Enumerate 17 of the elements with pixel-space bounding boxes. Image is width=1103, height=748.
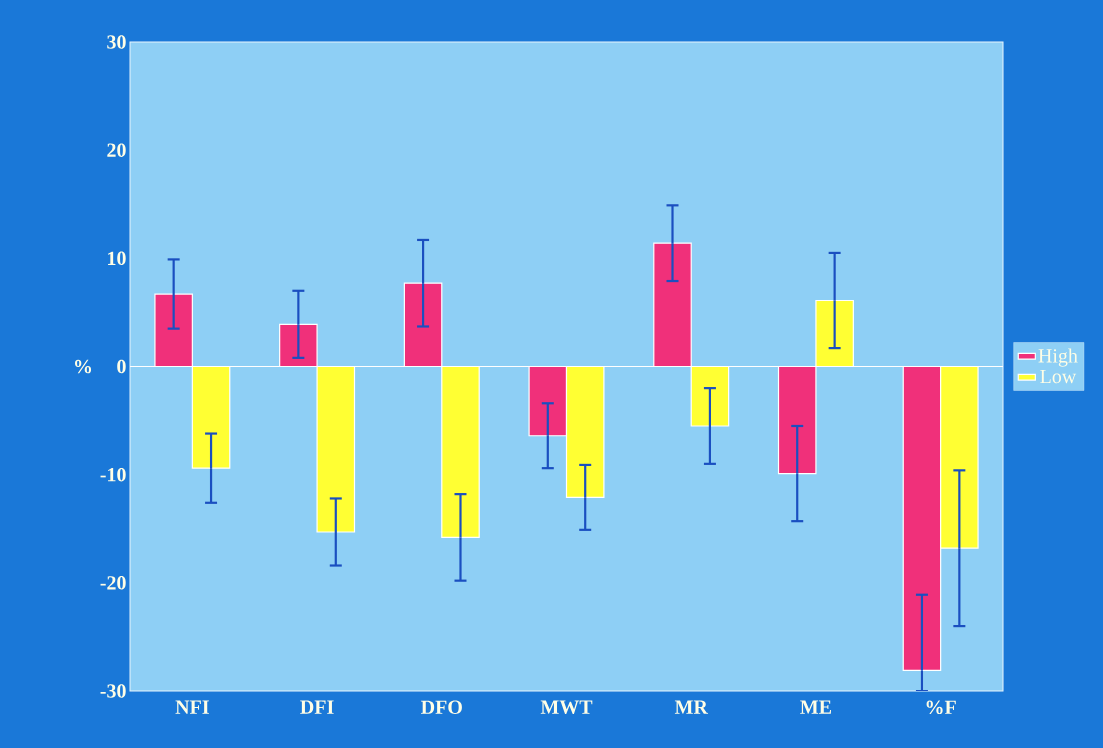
x-tick-label: DFO <box>421 700 462 714</box>
y-tick-label: 30 <box>107 35 126 49</box>
x-tick-label: MR <box>674 700 709 714</box>
y-tick-label: -10 <box>100 467 126 482</box>
x-tick-label: ME <box>800 700 832 714</box>
y-tick-label: -20 <box>100 576 126 590</box>
x-tick-label: DFI <box>300 700 334 714</box>
y-tick-label: 10 <box>108 251 126 266</box>
y-tick-label: 0 <box>117 359 126 374</box>
x-tick-label: %F <box>926 700 956 715</box>
x-tick-label: MWT <box>540 700 593 714</box>
x-tick-label: NFI <box>175 700 209 714</box>
y-axis-title: % <box>75 359 92 374</box>
y-tick-label: 20 <box>107 143 126 157</box>
y-tick-label: -30 <box>100 684 126 698</box>
legend-label: High <box>1038 348 1078 367</box>
legend-label: Low <box>1040 369 1077 384</box>
